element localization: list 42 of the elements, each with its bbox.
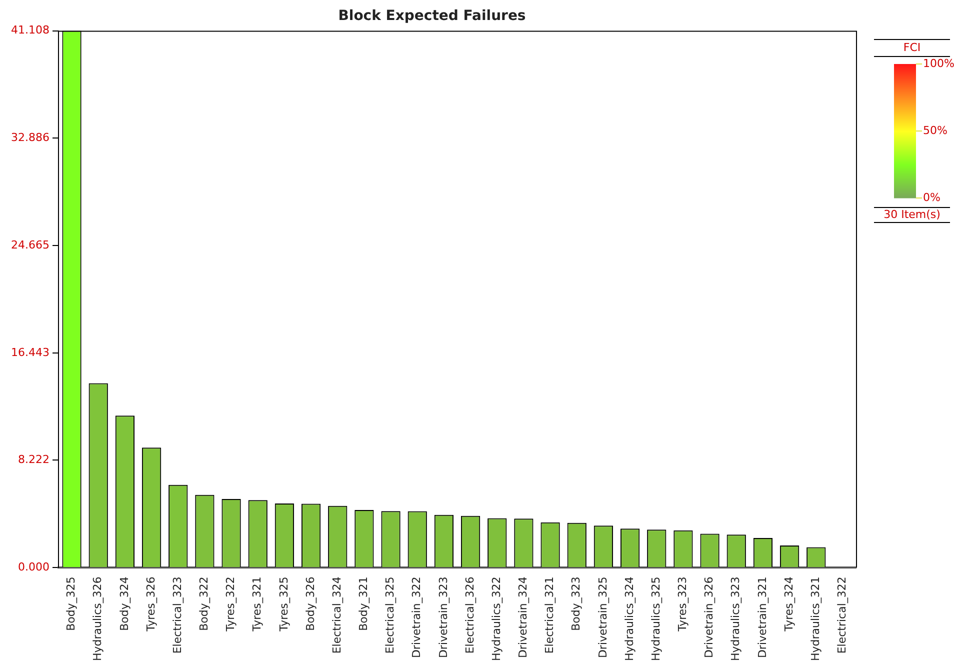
x-tick-label: Hydraulics_324: [622, 576, 636, 662]
x-tick-label: Electrical_325: [384, 576, 397, 654]
x-tick-label: Tyres_326: [144, 576, 158, 632]
x-tick-label: Body_322: [198, 576, 211, 631]
x-tick-label: Tyres_322: [224, 576, 238, 632]
x-tick-label: Electrical_326: [463, 576, 476, 654]
x-tick-label: Body_326: [304, 576, 317, 631]
x-tick-label: Body_324: [118, 576, 131, 631]
chart-title: Block Expected Failures: [338, 8, 526, 24]
y-tick-label: 24.665: [10, 238, 50, 252]
y-tick-label: 32.886: [10, 131, 50, 144]
x-tick-label: Hydraulics_323: [729, 576, 742, 662]
x-tick-label: Body_321: [357, 576, 370, 631]
x-tick-label: Body_325: [64, 576, 78, 631]
y-tick-label: 8.222: [18, 453, 50, 466]
x-tick-label: Tyres_324: [782, 576, 796, 632]
color-bar-label: 0%: [923, 190, 940, 204]
x-tick-label: Drivetrain_324: [516, 576, 530, 658]
x-tick-label: Drivetrain_322: [410, 576, 424, 658]
x-tick-label: Drivetrain_323: [436, 576, 450, 658]
x-tick-label: Electrical_323: [170, 576, 184, 654]
x-tick-label: Hydraulics_326: [91, 576, 104, 662]
x-tick-label: Drivetrain_326: [702, 576, 716, 658]
color-bar-label: 50%: [923, 124, 948, 137]
color-bar-label: 100%: [923, 56, 954, 70]
x-tick-label: Electrical_321: [543, 576, 556, 654]
y-tick-label: 41.108: [10, 24, 50, 37]
color-bar-title: FCI: [903, 40, 921, 54]
y-tick-label: 16.443: [10, 346, 50, 359]
text: 30 Item(s): [884, 208, 940, 221]
x-tick-label: Drivetrain_321: [756, 576, 769, 658]
x-tick-label: Hydraulics_322: [490, 576, 503, 662]
x-tick-label: Drivetrain_325: [596, 576, 610, 658]
x-tick-label: Tyres_325: [277, 576, 290, 632]
y-tick-label: 0.000: [18, 560, 50, 574]
x-tick-label: Electrical_324: [330, 576, 344, 654]
x-tick-label: Electrical_322: [836, 576, 849, 654]
x-tick-label: Hydraulics_325: [649, 576, 662, 662]
x-tick-label: Tyres_321: [250, 576, 264, 632]
x-tick-label: Hydraulics_321: [808, 576, 822, 662]
x-tick-label: Tyres_323: [676, 576, 690, 632]
x-tick-label: Body_323: [570, 576, 583, 631]
